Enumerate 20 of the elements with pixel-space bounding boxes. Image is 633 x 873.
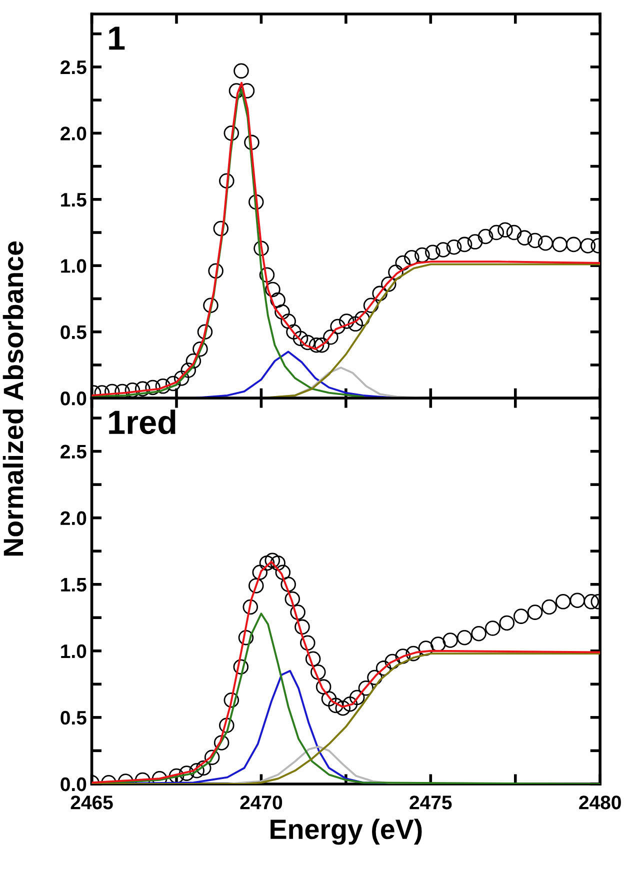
annotation: 1 [109,26,125,50]
y-tick-label: 0.0 [60,392,86,406]
x-tick-label: 2475 [410,796,452,810]
annotation: 1red [109,410,176,434]
y-tick-label: 2.0 [60,126,86,140]
y-tick-label: 2.0 [60,511,86,526]
y-tick-label: 1.0 [61,259,86,273]
x-tick-label: 2465 [70,796,113,810]
x-axis-title: Energy (eV) [270,818,422,845]
y-tick-label: 1.5 [61,193,86,207]
y-tick-label: 0.5 [60,325,86,340]
y-tick-label: 2.5 [60,444,86,459]
x-tick-label: 2470 [240,796,282,810]
y-tick-label: 1.5 [61,578,86,592]
x-tick-label: 2480 [579,796,621,810]
y-tick-label: 0.5 [60,710,86,725]
y-tick-label: 2.5 [60,60,86,74]
y-tick-label: 0.0 [60,777,86,792]
y-tick-label: 1.0 [61,644,86,658]
y-axis-title: Normalized Absorbance [2,241,24,556]
